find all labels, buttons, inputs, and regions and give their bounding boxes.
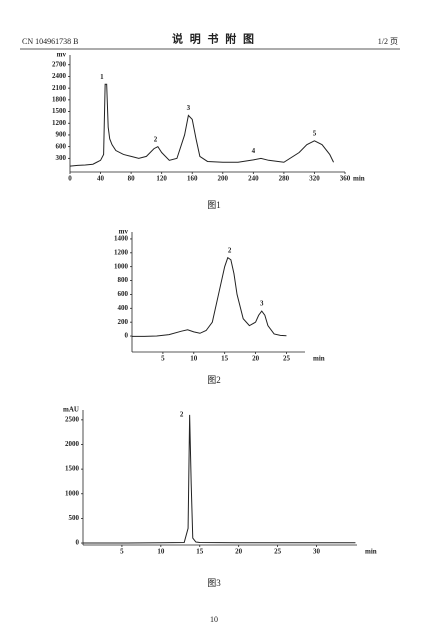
peak-label: 2: [180, 411, 184, 419]
y-tick-label: 600: [118, 290, 129, 298]
y-tick-label: 1500: [52, 107, 67, 115]
y-axis-label: mAU: [63, 406, 79, 414]
caption: 图3: [207, 578, 221, 588]
caption: 图2: [207, 375, 221, 385]
y-tick-label: 2700: [52, 60, 67, 68]
x-tick-label: 280: [279, 175, 290, 183]
peak-label: 3: [187, 104, 191, 112]
peak-label: 1: [100, 73, 104, 81]
page-number: 1/2 页: [378, 37, 398, 46]
y-tick-label: 600: [56, 142, 67, 150]
x-tick-label: 120: [156, 175, 167, 183]
page-title: 说 明 书 附 图: [172, 32, 256, 46]
trace: [69, 83, 334, 167]
x-tick-label: 15: [221, 355, 229, 363]
peak-label: 2: [154, 135, 158, 143]
trace: [132, 256, 287, 337]
peak-label: 4: [252, 147, 256, 155]
footer: 10: [210, 615, 218, 624]
y-tick-label: 2400: [52, 72, 67, 80]
x-tick-label: 200: [218, 175, 229, 183]
y-tick-label: 200: [118, 318, 129, 326]
y-tick-label: 0: [125, 332, 129, 340]
y-tick-label: 1200: [114, 248, 129, 256]
x-tick-label: 15: [196, 548, 204, 556]
y-tick-label: 2100: [52, 84, 67, 92]
y-tick-label: 1500: [65, 465, 80, 473]
x-tick-label: 160: [187, 175, 198, 183]
y-tick-label: 1400: [114, 235, 129, 243]
x-tick-label: 5: [161, 355, 165, 363]
x-tick-label: 360: [340, 175, 351, 183]
peak-label: 5: [313, 129, 317, 137]
x-tick-label: 5: [120, 548, 124, 556]
x-tick-label: 0: [68, 175, 72, 183]
y-tick-label: 2000: [65, 440, 80, 448]
x-tick-label: 320: [309, 175, 320, 183]
x-tick-label: 240: [248, 175, 259, 183]
peak-label: 3: [260, 300, 264, 308]
y-tick-label: 1200: [52, 119, 67, 127]
y-tick-label: 400: [118, 304, 129, 312]
caption: 图1: [207, 200, 221, 210]
x-tick-label: 20: [235, 548, 243, 556]
y-tick-label: 800: [118, 276, 129, 284]
x-tick-label: 10: [157, 548, 165, 556]
y-tick-label: 1000: [114, 262, 129, 270]
x-tick-label: 25: [283, 355, 291, 363]
y-tick-label: 2500: [65, 415, 80, 423]
peak-label: 2: [228, 246, 232, 254]
y-tick-label: 500: [69, 514, 80, 522]
y-tick-label: 1800: [52, 95, 67, 103]
y-tick-label: 300: [56, 154, 67, 162]
y-axis-label: mv: [57, 51, 67, 59]
x-tick-label: 10: [190, 355, 198, 363]
patent-number: CN 104961738 B: [22, 37, 78, 46]
x-tick-label: 20: [252, 355, 260, 363]
x-tick-label: 25: [274, 548, 282, 556]
x-axis-label: min: [353, 175, 365, 183]
x-tick-label: 80: [128, 175, 136, 183]
y-tick-label: 1000: [65, 489, 80, 497]
y-tick-label: 900: [56, 131, 67, 139]
trace: [83, 414, 356, 544]
x-tick-label: 30: [313, 548, 321, 556]
x-axis-label: min: [313, 355, 325, 363]
x-tick-label: 40: [97, 175, 105, 183]
y-tick-label: 0: [76, 539, 80, 547]
x-axis-label: min: [365, 548, 377, 556]
y-axis-label: mv: [119, 228, 129, 236]
